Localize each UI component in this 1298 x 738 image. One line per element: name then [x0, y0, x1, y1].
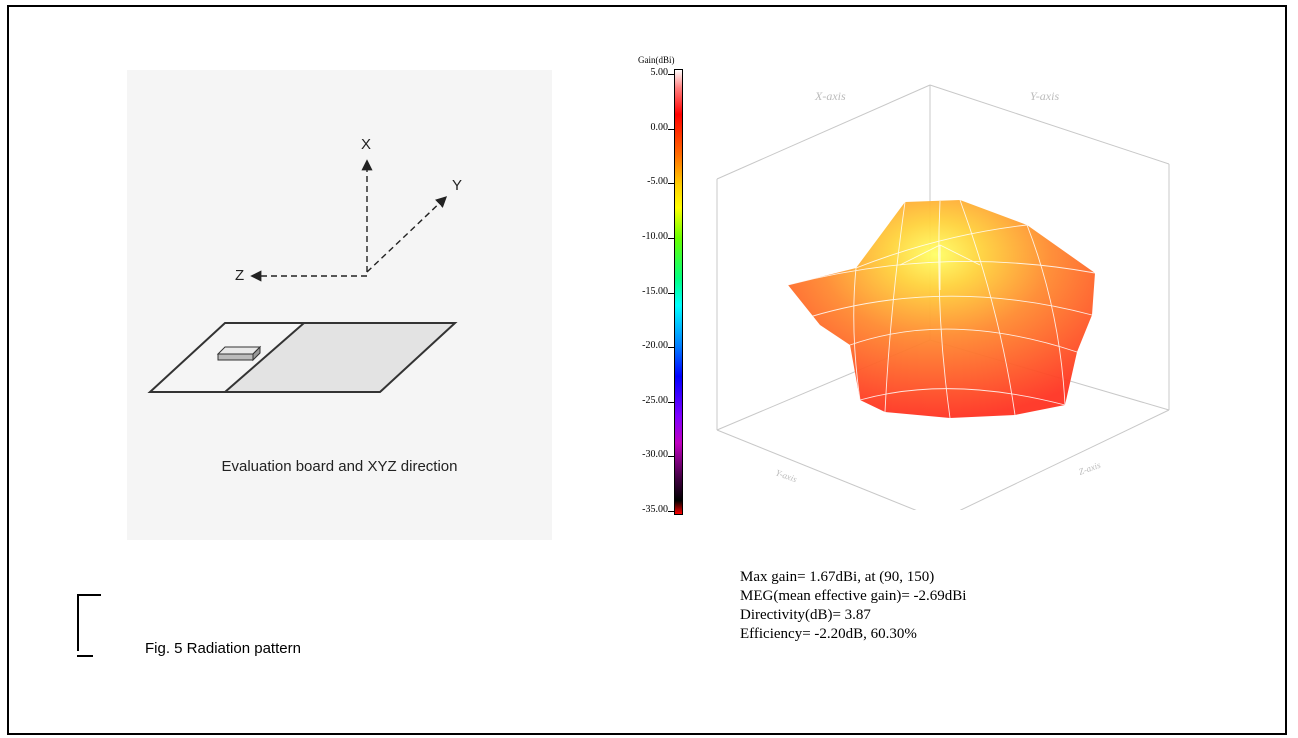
board-caption: Evaluation board and XYZ direction	[221, 458, 458, 475]
bracket-mark	[77, 594, 101, 651]
colorbar	[674, 69, 683, 515]
meg-text: MEG(mean effective gain)= -2.69dBi	[740, 588, 967, 604]
colorbar-tick-mark	[668, 74, 674, 75]
radiation-3d-plot: X-axis Y-axis Y-axis Z-axis	[716, 84, 1170, 510]
figure-frame	[7, 5, 1287, 735]
colorbar-tick-label: -15.00	[642, 285, 668, 297]
colorbar-tick-mark	[668, 183, 674, 185]
board-divider	[224, 322, 305, 393]
colorbar-tick-label: -25.00	[642, 394, 668, 406]
plot-bottom-right-label: Z-axis	[1077, 460, 1102, 477]
directivity-text: Directivity(dB)= 3.87	[740, 607, 871, 623]
colorbar-tick-label: 5.00	[650, 67, 669, 78]
colorbar-tick-mark	[668, 456, 674, 458]
plot-y-axis-label: Y-axis	[1030, 89, 1059, 103]
chip-front	[217, 353, 254, 361]
axis-z-label: Z	[235, 267, 245, 284]
colorbar-tick-mark	[668, 128, 674, 130]
plot-x-axis-label: X-axis	[814, 89, 846, 103]
colorbar-tick-mark	[668, 292, 674, 294]
bracket-tail	[77, 655, 93, 657]
board-diagram	[147, 159, 458, 393]
chip-side	[252, 345, 261, 362]
axis-y-label: Y	[452, 177, 463, 194]
board-shaded-area	[225, 323, 455, 392]
plot-bottom-left-label: Y-axis	[774, 467, 798, 484]
colorbar-tick-mark	[668, 347, 674, 349]
max-gain-text: Max gain= 1.67dBi, at (90, 150)	[740, 569, 935, 585]
colorbar-tick-mark	[668, 237, 674, 239]
board-outline	[147, 322, 458, 393]
efficiency-text: Efficiency= -2.20dB, 60.30%	[740, 626, 917, 642]
colorbar-title: Gain(dBi)	[638, 55, 675, 65]
colorbar-tick-mark	[668, 511, 674, 512]
axis-x-label: X	[361, 136, 372, 153]
evaluation-board-panel: X Y Z Evaluation board and XYZ direction	[127, 70, 552, 540]
colorbar-tick-label: -20.00	[642, 340, 668, 352]
figure-caption: Fig. 5 Radiation pattern	[145, 640, 301, 657]
colorbar-tick-mark	[668, 401, 674, 403]
y-axis-arrow	[366, 196, 448, 273]
colorbar-tick-label: -5.00	[647, 176, 668, 188]
colorbar-tick-label: 0.00	[650, 121, 669, 133]
radiation-lobe	[787, 199, 1096, 419]
colorbar-tick-label: -30.00	[642, 449, 668, 461]
colorbar-tick-label: -35.00	[642, 504, 668, 515]
gain-statistics: Max gain= 1.67dBi, at (90, 150) MEG(mean…	[740, 568, 966, 644]
colorbar-tick-label: -10.00	[642, 230, 668, 242]
